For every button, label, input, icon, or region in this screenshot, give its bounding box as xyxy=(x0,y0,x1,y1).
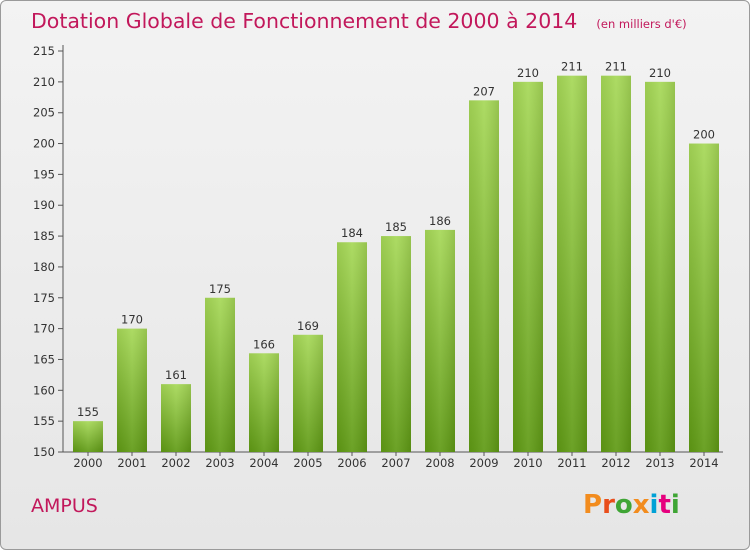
x-tick-label: 2008 xyxy=(425,456,454,470)
bar-shade xyxy=(293,334,323,452)
x-tick-label: 2003 xyxy=(205,456,234,470)
y-tick-label: 155 xyxy=(33,414,55,428)
chart-title: Dotation Globale de Fonctionnement de 20… xyxy=(31,9,578,33)
bar-shade xyxy=(425,229,455,452)
x-tick-label: 2010 xyxy=(513,456,542,470)
logo-letter: t xyxy=(658,490,671,520)
bar-value-label: 175 xyxy=(209,282,231,296)
bar-shade xyxy=(73,421,103,452)
bar-shade xyxy=(381,236,411,452)
bar-shade xyxy=(337,242,367,452)
x-tick-label: 2014 xyxy=(689,456,718,470)
y-tick-label: 195 xyxy=(33,167,55,181)
bar-value-label: 210 xyxy=(649,66,671,80)
bar-shade xyxy=(513,81,543,452)
logo-letter: r xyxy=(602,490,615,520)
y-tick-label: 175 xyxy=(33,291,55,305)
proxiti-logo: Proxiti xyxy=(583,490,680,520)
bar-shade xyxy=(469,100,499,452)
y-tick-label: 200 xyxy=(33,137,55,151)
y-tick-label: 150 xyxy=(33,445,55,459)
logo-letter: P xyxy=(583,490,603,520)
bar-value-label: 186 xyxy=(429,214,451,228)
chart-title-row: Dotation Globale de Fonctionnement de 20… xyxy=(31,9,687,33)
bar-shade xyxy=(601,75,631,452)
x-tick-label: 2013 xyxy=(645,456,674,470)
x-tick-label: 2005 xyxy=(293,456,322,470)
bar-value-label: 161 xyxy=(165,368,187,382)
bar-shade xyxy=(249,353,279,452)
x-tick-label: 2001 xyxy=(117,456,146,470)
bar-value-label: 185 xyxy=(385,220,407,234)
x-tick-label: 2002 xyxy=(161,456,190,470)
x-tick-label: 2012 xyxy=(601,456,630,470)
x-tick-label: 2006 xyxy=(337,456,366,470)
y-tick-label: 205 xyxy=(33,106,55,120)
y-tick-label: 190 xyxy=(33,198,55,212)
logo-letter: x xyxy=(632,490,650,520)
logo-letter: i xyxy=(649,490,659,520)
x-tick-label: 2007 xyxy=(381,456,410,470)
bar-shade xyxy=(689,143,719,453)
y-tick-label: 210 xyxy=(33,75,55,89)
x-tick-label: 2000 xyxy=(73,456,102,470)
bar-value-label: 211 xyxy=(605,60,627,74)
bar-value-label: 170 xyxy=(121,313,143,327)
chart-subtitle: (en milliers d'€) xyxy=(596,17,687,31)
x-tick-label: 2011 xyxy=(557,456,586,470)
bar-shade xyxy=(161,384,191,452)
y-tick-label: 185 xyxy=(33,229,55,243)
y-tick-label: 180 xyxy=(33,260,55,274)
bar-value-label: 169 xyxy=(297,319,319,333)
bar-value-label: 210 xyxy=(517,66,539,80)
bar-value-label: 155 xyxy=(77,405,99,419)
bar-value-label: 207 xyxy=(473,84,495,98)
y-tick-label: 160 xyxy=(33,383,55,397)
bar-shade xyxy=(645,81,675,452)
y-tick-label: 215 xyxy=(33,44,55,58)
bar-shade xyxy=(117,328,147,452)
bar-shade xyxy=(557,75,587,452)
commune-name: AMPUS xyxy=(31,495,98,517)
logo-letter: i xyxy=(670,490,680,520)
bar-value-label: 184 xyxy=(341,226,363,240)
y-tick-label: 170 xyxy=(33,322,55,336)
bar-value-label: 211 xyxy=(561,60,583,74)
x-tick-label: 2009 xyxy=(469,456,498,470)
x-tick-label: 2004 xyxy=(249,456,278,470)
y-tick-label: 165 xyxy=(33,352,55,366)
logo-letter: o xyxy=(614,490,633,520)
bar-shade xyxy=(205,297,235,452)
bar-value-label: 200 xyxy=(693,128,715,142)
bar-value-label: 166 xyxy=(253,337,275,351)
